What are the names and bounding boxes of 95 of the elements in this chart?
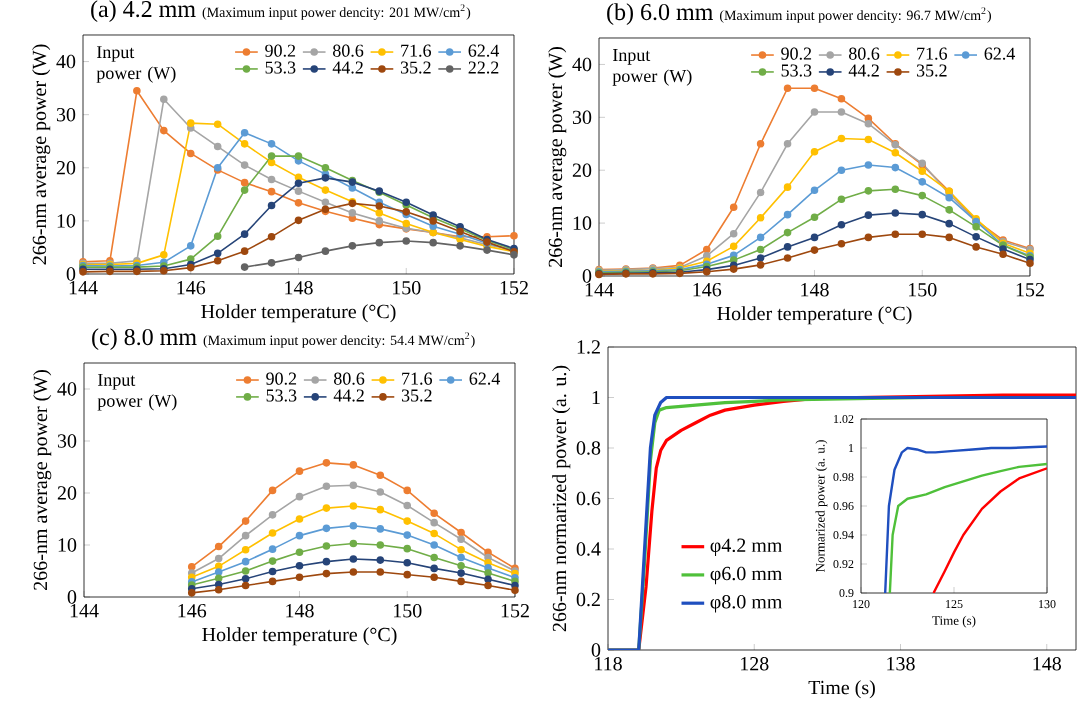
legend-label: 53.3 <box>265 61 296 74</box>
y-tick-label: 0 <box>582 269 592 283</box>
legend-label: 90.2 <box>781 47 812 60</box>
y-tick-label: 40 <box>572 57 592 72</box>
legend-label: 44.2 <box>848 64 879 77</box>
legend-label: 62.4 <box>984 47 1016 60</box>
y-axis-title: 266-nm normarized power (a. u.) <box>552 365 571 632</box>
y-tick-label: 1 <box>592 390 600 405</box>
x-tick-label: 152 <box>501 604 529 618</box>
x-tick-label: 146 <box>693 283 722 297</box>
x-tick-label: 144 <box>585 283 614 297</box>
legend-label: 80.6 <box>849 47 880 60</box>
x-axis-title: Time (s) <box>808 680 875 699</box>
x-tick-label: 150 <box>392 281 421 295</box>
y-tick-label: 0.2 <box>576 592 600 607</box>
y-tick-label: 10 <box>58 538 77 552</box>
legend-label: 35.2 <box>401 389 432 402</box>
legend-label: 90.2 <box>266 372 297 385</box>
y-tick-label: 0.98 <box>833 472 854 482</box>
y-tick-label: 0.4 <box>576 542 601 556</box>
x-axis-title: Time (s) <box>932 615 976 628</box>
x-tick-label: 148 <box>1033 657 1062 671</box>
y-tick-label: 1.02 <box>834 414 854 424</box>
y-tick-label: 30 <box>572 110 592 125</box>
legend-label: 22.2 <box>468 61 499 74</box>
y-tick-label: 1 <box>849 444 854 452</box>
y-tick-label: 0 <box>67 590 77 604</box>
legend-title: Input power (W) <box>96 46 176 83</box>
y-tick-label: 0.8 <box>576 441 601 455</box>
legend-label: φ8.0 mm <box>710 595 783 613</box>
chart-title: (a) 4.2 mm <box>91 0 196 23</box>
legend-label: φ6.0 mm <box>710 566 783 585</box>
x-tick-label: 148 <box>285 281 313 295</box>
y-axis-title: 266-nm average power (W) <box>33 370 52 590</box>
x-tick-label: 146 <box>178 604 207 618</box>
y-tick-label: 0 <box>591 643 601 657</box>
chart-title: (c) 8.0 mm <box>92 328 197 351</box>
x-axis-title: Holder temperature (°C) <box>201 304 396 323</box>
chart-subtitle: (Maximum input power dencity: 96.7 MW/cm$^{2}$) <box>719 7 991 23</box>
legend-title: Input power (W) <box>612 49 692 86</box>
legend-label: 71.6 <box>402 372 433 385</box>
legend-label: 71.6 <box>401 44 432 57</box>
y-tick-label: 0.96 <box>833 501 854 511</box>
x-tick-label: 148 <box>286 604 314 618</box>
legend-label: 35.2 <box>916 64 947 77</box>
legend-label: 90.2 <box>265 44 296 57</box>
y-tick-label: 0 <box>66 267 76 281</box>
y-tick-label: 10 <box>573 216 592 230</box>
legend-label: 53.3 <box>266 389 297 402</box>
x-axis-title: Holder temperature (°C) <box>202 627 397 646</box>
legend-label: 62.4 <box>468 44 500 57</box>
x-tick-label: 152 <box>1016 283 1044 297</box>
legend-label: 80.6 <box>334 372 365 385</box>
y-tick-label: 1.2 <box>577 340 600 354</box>
y-tick-label: 10 <box>57 214 76 228</box>
y-tick-label: 20 <box>57 486 77 500</box>
x-tick-label: 144 <box>70 604 99 618</box>
x-tick-label: 118 <box>595 657 622 671</box>
x-tick-label: 120 <box>853 600 870 609</box>
chart-subtitle: (Maximum input power dencity: 54.4 MW/cm$^{2}$) <box>203 332 475 348</box>
y-tick-label: 30 <box>57 434 77 448</box>
legend-label: φ4.2 mm <box>710 538 783 557</box>
y-axis-title: 266-nm average power (W) <box>548 47 567 267</box>
y-tick-label: 0.9 <box>839 588 854 598</box>
legend-label: 44.2 <box>333 389 364 402</box>
legend-label: 53.3 <box>781 64 812 77</box>
x-tick-label: 146 <box>177 281 206 295</box>
y-axis-title: 266-nm average power (W) <box>32 44 51 265</box>
x-tick-label: 150 <box>908 283 937 297</box>
legend-label: 71.6 <box>917 47 948 60</box>
x-tick-label: 150 <box>393 604 422 618</box>
legend-label: 62.4 <box>469 372 501 385</box>
y-tick-label: 0.92 <box>833 559 854 569</box>
x-tick-label: 128 <box>741 657 769 671</box>
legend-label: 80.6 <box>333 44 364 57</box>
chart-title: (b) 6.0 mm <box>607 3 713 26</box>
x-tick-label: 144 <box>69 281 98 295</box>
legend-label: 35.2 <box>400 61 431 74</box>
legend-title: Input power (W) <box>97 373 177 411</box>
y-tick-label: 20 <box>56 161 76 175</box>
x-tick-label: 138 <box>887 657 915 671</box>
x-tick-label: 125 <box>946 600 963 609</box>
y-tick-label: 30 <box>56 107 76 122</box>
x-tick-label: 152 <box>500 281 528 295</box>
x-axis-title: Holder temperature (°C) <box>717 306 912 325</box>
x-tick-label: 148 <box>801 283 829 297</box>
x-tick-label: 130 <box>1039 600 1056 609</box>
y-tick-label: 0.6 <box>576 491 601 506</box>
legend-label: 44.2 <box>332 61 363 74</box>
y-tick-label: 20 <box>572 163 592 177</box>
y-tick-label: 40 <box>56 54 76 69</box>
y-axis-title: Normarized power (a. u.) <box>815 440 828 573</box>
chart-subtitle: (Maximum input power dencity: 201 MW/cm$^{2}$) <box>202 4 471 20</box>
y-tick-label: 0.94 <box>833 530 854 540</box>
y-tick-label: 40 <box>57 382 77 396</box>
